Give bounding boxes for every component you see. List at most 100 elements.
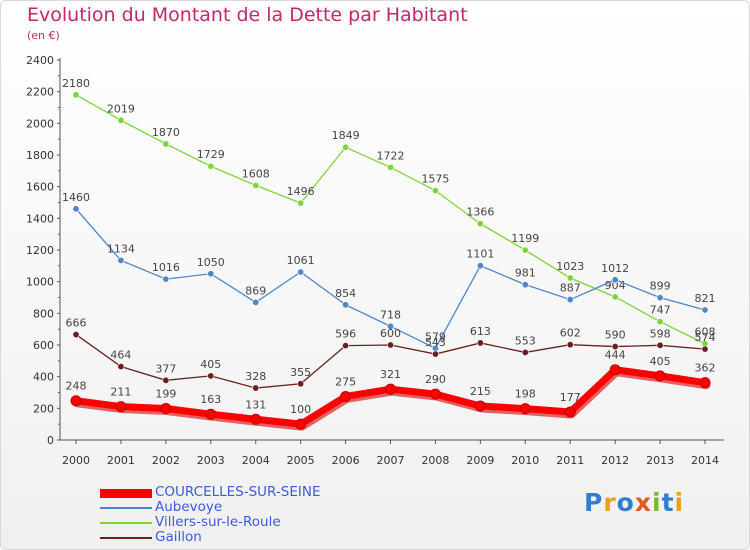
data-point [252, 181, 260, 189]
data-label: 321 [380, 368, 401, 381]
data-label: 579 [425, 330, 446, 343]
x-tick-label: 2012 [601, 454, 629, 467]
chart-subtitle: (en €) [27, 29, 60, 42]
data-point [297, 268, 305, 276]
x-tick-label: 2003 [197, 454, 225, 467]
legend-swatch [100, 488, 152, 498]
data-label: 553 [515, 334, 536, 347]
x-tick-label: 2014 [691, 454, 719, 467]
data-point [431, 187, 439, 195]
x-tick-label: 2011 [556, 454, 584, 467]
x-tick-label: 2001 [107, 454, 135, 467]
x-tick-label: 2000 [62, 454, 90, 467]
data-point [566, 296, 574, 304]
data-point [72, 91, 80, 99]
data-label: 1134 [107, 242, 135, 255]
data-label: 1012 [601, 262, 629, 275]
data-point [476, 339, 484, 347]
data-point [72, 205, 80, 213]
logo-letter: i [652, 488, 662, 517]
legend-label: Gaillon [155, 529, 202, 545]
data-point [521, 246, 529, 254]
x-tick-label: 2007 [377, 454, 405, 467]
data-point [342, 301, 350, 309]
data-point [564, 406, 576, 418]
data-point [476, 220, 484, 228]
data-point [701, 306, 709, 314]
x-tick-label: 2004 [242, 454, 270, 467]
data-point [701, 345, 709, 353]
y-tick-label: 1000 [26, 276, 54, 289]
data-label: 602 [560, 327, 581, 340]
y-tick-label: 0 [47, 434, 54, 447]
data-label: 211 [110, 386, 131, 399]
data-point [342, 143, 350, 151]
data-label: 2180 [62, 77, 90, 90]
x-tick-label: 2006 [332, 454, 360, 467]
data-point [205, 408, 217, 420]
data-label: 1023 [556, 260, 584, 273]
data-point [521, 348, 529, 356]
y-tick-label: 2200 [26, 86, 54, 99]
data-point [611, 293, 619, 301]
y-tick-label: 400 [33, 371, 54, 384]
data-point [566, 274, 574, 282]
data-point [162, 275, 170, 283]
data-label: 574 [695, 331, 716, 344]
data-label: 131 [245, 398, 266, 411]
data-label: 869 [245, 284, 266, 297]
logo-letter: o [616, 488, 635, 517]
data-point [387, 163, 395, 171]
legend-swatch [100, 507, 152, 509]
data-point [72, 331, 80, 339]
data-label: 377 [155, 362, 176, 375]
data-label: 1199 [511, 232, 539, 245]
data-point [117, 256, 125, 264]
logo-letter: r [603, 488, 617, 517]
data-point [207, 162, 215, 170]
y-tick-label: 800 [33, 307, 54, 320]
data-label: 1729 [197, 148, 225, 161]
data-label: 1608 [242, 167, 270, 180]
data-point [117, 363, 125, 371]
data-label: 821 [695, 292, 716, 305]
data-label: 608 [695, 326, 716, 339]
legend-label: Aubevoye [155, 499, 223, 515]
logo-letter: i [674, 488, 685, 517]
data-label: 899 [650, 280, 671, 293]
data-point [654, 370, 666, 382]
data-point [162, 140, 170, 148]
y-tick-label: 200 [33, 402, 54, 415]
legend-swatch [100, 522, 152, 524]
data-label: 1496 [287, 185, 315, 198]
data-point [207, 270, 215, 278]
data-label: 718 [380, 308, 401, 321]
data-label: 1575 [421, 173, 449, 186]
data-label: 215 [470, 385, 491, 398]
x-tick-label: 2005 [287, 454, 315, 467]
data-label: 1722 [377, 149, 405, 162]
data-label: 198 [515, 388, 536, 401]
data-point [611, 276, 619, 284]
data-point [656, 341, 664, 349]
y-tick-label: 600 [33, 339, 54, 352]
data-point [611, 343, 619, 351]
data-point [117, 116, 125, 124]
data-label: 598 [650, 327, 671, 340]
data-point [521, 281, 529, 289]
logo-letter: t [661, 488, 675, 517]
chart-title: Evolution du Montant de la Dette par Hab… [27, 4, 468, 26]
x-tick-label: 2010 [511, 454, 539, 467]
data-point [340, 390, 352, 402]
data-label: 1050 [197, 256, 225, 269]
x-tick-label: 2002 [152, 454, 180, 467]
data-label: 2019 [107, 102, 135, 115]
y-tick-label: 1600 [26, 181, 54, 194]
data-point [519, 403, 531, 415]
data-label: 613 [470, 325, 491, 338]
data-label: 543 [425, 336, 446, 349]
data-label: 362 [695, 362, 716, 375]
data-point [297, 199, 305, 207]
logo-letter: x [634, 488, 652, 517]
